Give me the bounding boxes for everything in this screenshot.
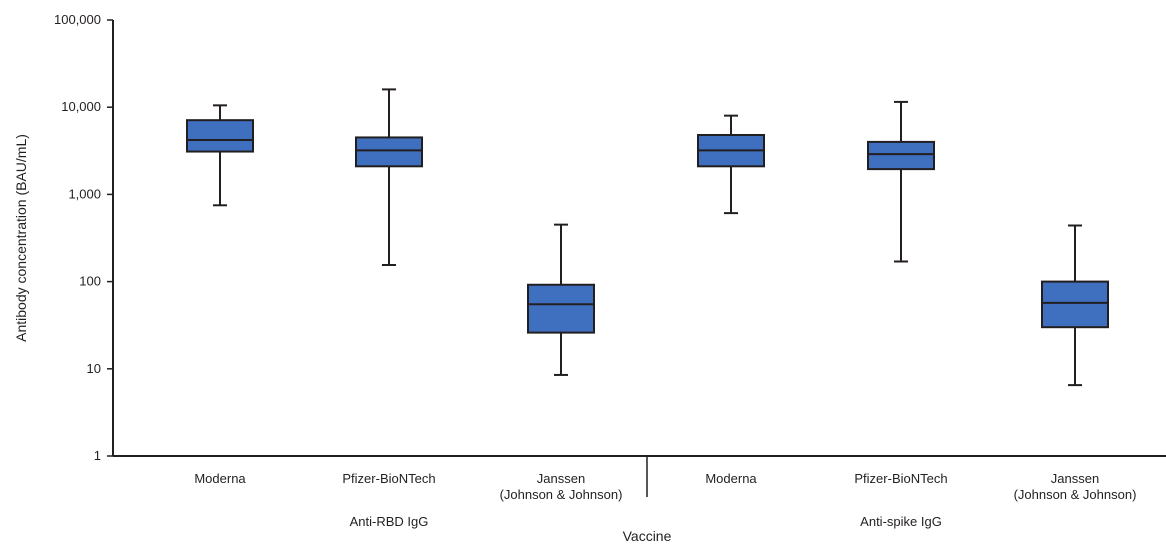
category-label: Janssen: [537, 471, 585, 486]
group-label: Anti-RBD IgG: [350, 514, 429, 529]
box-plot-item: [697, 114, 765, 215]
x-axis: Anti-RBD IgG Moderna Pfizer-BioNTech Jansse…: [113, 455, 1166, 529]
iqr-box: [355, 136, 423, 168]
category-label: Janssen: [1051, 471, 1099, 486]
group-label: Anti-spike IgG: [860, 514, 942, 529]
y-axis-label: Antibody concentration (BAU/mL): [13, 134, 29, 342]
x-axis-label: Vaccine: [623, 528, 672, 544]
category-label: (Johnson & Johnson): [1014, 487, 1137, 502]
box-plot-item: [527, 223, 595, 376]
box-plot-series: [186, 88, 1109, 387]
y-tick-label: 10,000: [61, 99, 101, 114]
box-plot-item: [867, 100, 935, 263]
iqr-box: [867, 140, 935, 171]
category-label: (Johnson & Johnson): [500, 487, 623, 502]
box-plot-item: [1041, 224, 1109, 387]
y-tick-label: 1: [94, 448, 101, 463]
y-tick-label: 10: [87, 361, 101, 376]
y-axis: 1 10 100 1,000 10,000 100,000: [54, 12, 114, 463]
y-tick-label: 100,000: [54, 12, 101, 27]
category-label: Moderna: [194, 471, 246, 486]
category-label: Pfizer-BioNTech: [342, 471, 435, 486]
iqr-box: [186, 119, 254, 153]
category-label: Pfizer-BioNTech: [854, 471, 947, 486]
box-plot-item: [355, 88, 423, 267]
y-tick-label: 100: [79, 274, 101, 289]
category-label: Moderna: [705, 471, 757, 486]
iqr-box: [527, 283, 595, 334]
y-tick-label: 1,000: [68, 186, 101, 201]
iqr-box: [1041, 280, 1109, 329]
box-plot-item: [186, 104, 254, 207]
